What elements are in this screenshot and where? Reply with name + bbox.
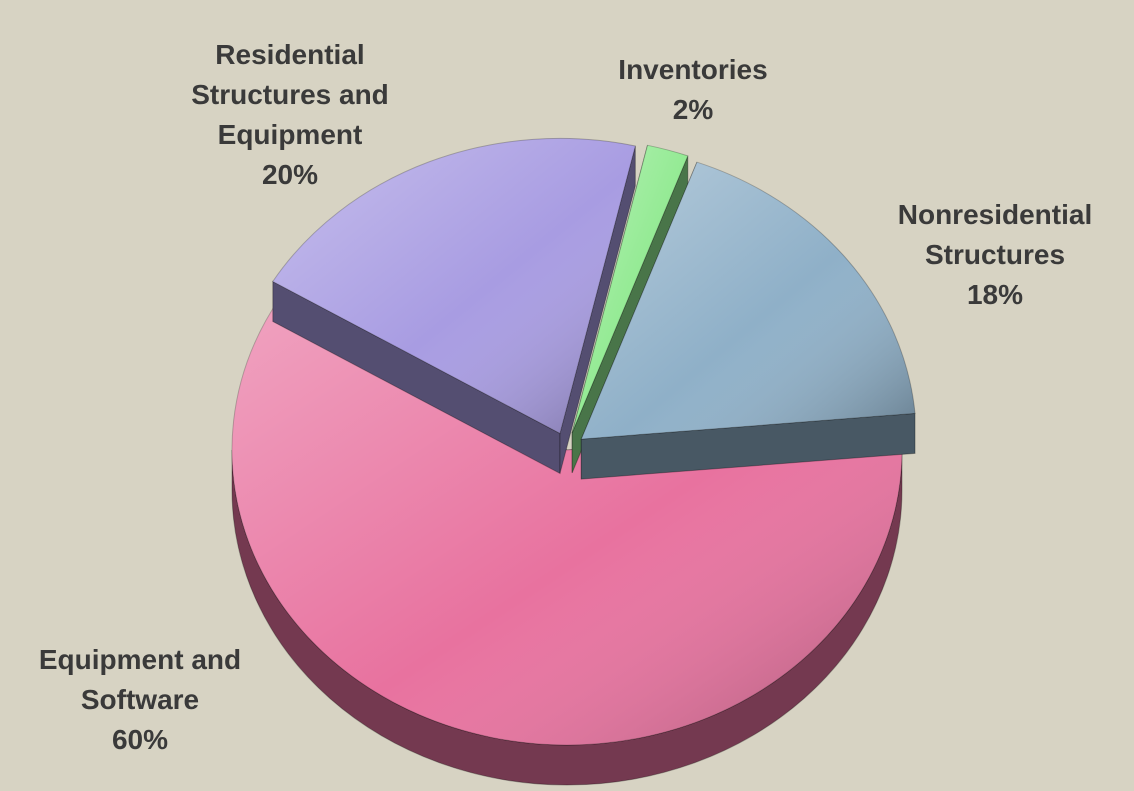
slice-shine bbox=[272, 138, 636, 434]
value-label: 2% bbox=[672, 94, 714, 125]
value-label: 60% bbox=[111, 724, 169, 755]
slice-label: Residential Structures and Equipment 20% bbox=[160, 35, 420, 195]
value-label: 18% bbox=[966, 279, 1024, 310]
value-label: 20% bbox=[261, 159, 319, 190]
category-label: Inventories bbox=[618, 54, 768, 85]
category-label: Equipment and Software bbox=[38, 644, 242, 715]
slice-label: Equipment and Software 60% bbox=[10, 640, 270, 760]
slice-label: Inventories 2% bbox=[593, 50, 793, 130]
slice-shine bbox=[231, 298, 902, 746]
slice-shine bbox=[572, 145, 688, 433]
slice-shine bbox=[581, 162, 916, 440]
category-label: Residential Structures and Equipment bbox=[191, 39, 389, 150]
slice-label: Nonresidential Structures 18% bbox=[860, 195, 1130, 315]
category-label: Nonresidential Structures bbox=[897, 199, 1093, 270]
